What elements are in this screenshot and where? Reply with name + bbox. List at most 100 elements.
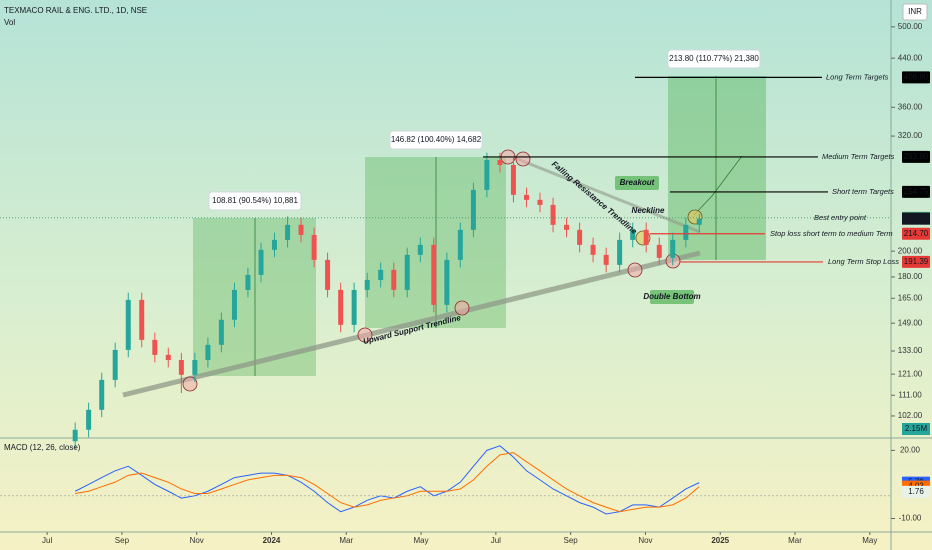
price-box xyxy=(902,227,930,240)
candle-body xyxy=(231,289,237,320)
candle-body xyxy=(564,224,570,230)
candle-body xyxy=(391,269,397,290)
y-tick-label: 180.00 xyxy=(898,272,923,281)
candle-body xyxy=(524,194,530,200)
pivot xyxy=(627,262,643,278)
y-tick-label: 320.00 xyxy=(898,131,923,140)
macd-y-tick-label: 20.00 xyxy=(900,445,921,454)
pivot xyxy=(182,376,198,392)
candle-body xyxy=(444,259,450,305)
volume-box xyxy=(902,423,930,435)
macd-line xyxy=(75,452,700,513)
candle-body xyxy=(112,349,118,380)
annotation: Breakout xyxy=(620,178,655,187)
level-name: Stop loss short term to medium Term xyxy=(770,229,893,238)
candle-body xyxy=(285,224,291,240)
measure-box xyxy=(389,130,483,150)
x-tick-label: May xyxy=(862,536,877,545)
y-tick-label: 111.00 xyxy=(898,390,922,399)
candle-body xyxy=(178,360,184,375)
candle-body xyxy=(537,199,543,205)
candle-body xyxy=(603,254,609,265)
volume-label: 2.15M xyxy=(905,424,928,433)
candle-body xyxy=(218,319,224,345)
candle-body xyxy=(86,409,92,430)
x-tick-label: Nov xyxy=(190,536,204,545)
candle-body xyxy=(590,244,596,255)
support-trendline xyxy=(122,250,701,398)
price-box-label: 214.70 xyxy=(904,229,929,238)
pivot xyxy=(454,300,470,316)
measure-zone xyxy=(193,218,316,376)
y-tick-label: 121.00 xyxy=(898,369,923,378)
y-tick-label: 440.00 xyxy=(898,53,923,62)
x-tick-label: Mar xyxy=(339,536,353,545)
x-tick-label: May xyxy=(414,536,429,545)
level-name: Medium Term Targets xyxy=(822,152,895,161)
candle-body xyxy=(192,360,198,375)
y-tick-label: 102.00 xyxy=(898,411,923,420)
candle-body xyxy=(298,224,304,235)
candle-body xyxy=(99,379,105,410)
candle-body xyxy=(470,189,476,230)
candle-body xyxy=(510,164,516,195)
price-box xyxy=(902,185,930,198)
x-tick-label: Jul xyxy=(42,536,52,545)
y-tick-label: 500.00 xyxy=(898,22,923,31)
last-price-label: 228.36 xyxy=(904,214,929,223)
pivot xyxy=(515,151,531,167)
price-box xyxy=(902,255,930,268)
y-tick-label: 360.00 xyxy=(898,102,923,111)
histogram-box xyxy=(902,485,930,498)
measure-label: 146.82 (100.40%) 14,682 xyxy=(391,135,482,144)
price-box-label: 293.90 xyxy=(904,152,929,161)
candle-body xyxy=(311,234,317,260)
candle-body xyxy=(152,339,158,355)
chart-title: TEXMACO RAIL & ENG. LTD., 1D, NSE xyxy=(4,6,147,15)
x-tick-label: Sep xyxy=(564,536,579,545)
price-box-label: 406.80 xyxy=(904,72,929,81)
candle-body xyxy=(165,354,171,361)
candle-body xyxy=(258,249,264,275)
last-price-box xyxy=(902,212,930,225)
candle-body xyxy=(72,429,78,442)
projection-path xyxy=(693,155,743,216)
macd-line xyxy=(74,445,700,515)
y-tick-label: 165.00 xyxy=(898,293,923,302)
x-tick-label: Sep xyxy=(115,536,130,545)
candle-body xyxy=(484,159,490,190)
candle-body xyxy=(139,299,145,340)
candle-body xyxy=(577,229,583,245)
candle-body xyxy=(351,289,357,325)
candle-body xyxy=(364,279,370,290)
x-tick-label: Mar xyxy=(788,536,802,545)
y-tick-label: 200.00 xyxy=(898,246,923,255)
candle-body xyxy=(431,244,437,305)
candle-body xyxy=(617,239,623,265)
annotation: Neckline xyxy=(632,206,665,215)
annotation-box xyxy=(650,290,694,304)
candle-body xyxy=(338,289,344,325)
candle-body xyxy=(205,344,211,361)
candle-body xyxy=(325,259,331,290)
currency-box xyxy=(902,3,928,21)
candle-body xyxy=(404,254,410,290)
annotation-box xyxy=(615,176,659,190)
volume-title: Vol xyxy=(4,18,15,27)
resistance-trendline xyxy=(514,156,701,234)
x-tick-label: 2025 xyxy=(711,536,729,545)
x-tick-label: 2024 xyxy=(263,536,281,545)
level-name: Long Term Stop Loss xyxy=(828,257,899,266)
currency: INR xyxy=(908,7,922,16)
candle-body xyxy=(696,218,702,225)
y-tick-label: 149.00 xyxy=(898,318,923,327)
pivot-circles xyxy=(182,149,681,392)
level-name: Long Term Targets xyxy=(826,72,889,81)
candle-body xyxy=(497,159,503,165)
macd-y-tick-label: -10.00 xyxy=(899,514,922,523)
price-box-label: 254.75 xyxy=(904,187,929,196)
measure-label: 213.80 (110.77%) 21,380 xyxy=(669,54,759,63)
measure-zone xyxy=(668,76,766,260)
